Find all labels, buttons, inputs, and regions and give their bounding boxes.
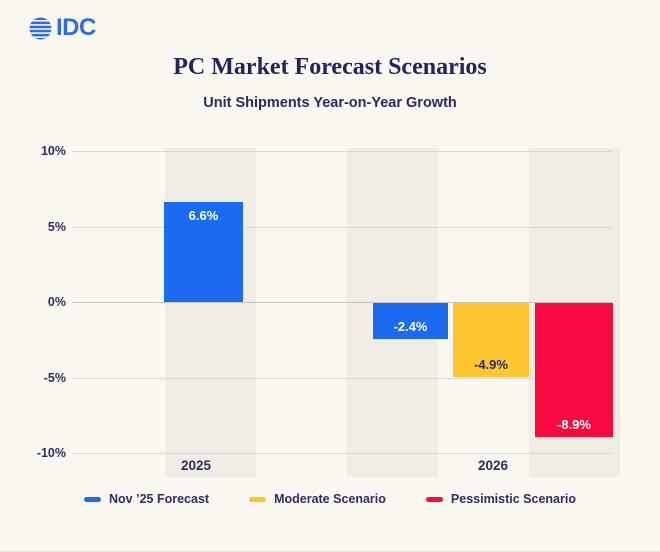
legend-swatch — [425, 496, 443, 502]
plot-area: 10% 5% 0% -5% -10% 6.6% -2.4% -4.9% -8.9% 2025 2… — [0, 130, 660, 490]
bar-2026-pessimistic-scenario: -8.9% — [535, 303, 613, 437]
background-column-stripe — [74, 148, 165, 477]
legend-swatch — [249, 496, 267, 502]
idc-globe-icon — [29, 17, 52, 39]
bar-2026-nov-25-forecast: -2.4% — [373, 303, 448, 339]
bar-value-label: 6.6% — [188, 208, 219, 223]
bar-2026-moderate-scenario: -4.9% — [453, 303, 529, 377]
x-axis-category-label: 2025 — [180, 458, 212, 473]
idc-logo: IDC — [28, 15, 96, 41]
x-axis-category-label: 2026 — [477, 458, 509, 473]
idc-logo-text: IDC — [56, 14, 96, 41]
legend-label: Moderate Scenario — [274, 492, 386, 506]
legend-item-nov25-forecast: Nov ’25 Forecast — [84, 491, 209, 507]
zero-gridline — [72, 302, 612, 303]
y-axis-tick-label: 0% — [47, 295, 66, 309]
bar-value-label: -2.4% — [393, 319, 428, 334]
chart-subtitle: Unit Shipments Year-on-Year Growth — [203, 95, 457, 111]
y-axis-tick-label: 5% — [47, 220, 66, 234]
legend-label: Nov ’25 Forecast — [109, 492, 210, 506]
legend: Nov ’25 Forecast Moderate Scenario Pessi… — [0, 491, 660, 507]
y-axis-tick-label: -10% — [36, 446, 66, 460]
bar-value-label: -8.9% — [557, 417, 591, 432]
chart-title: PC Market Forecast Scenarios — [173, 54, 487, 80]
y-axis-tick-label: -5% — [43, 371, 66, 385]
background-column-stripe — [165, 148, 256, 477]
gridline — [72, 453, 612, 454]
y-axis-tick-label: 10% — [40, 144, 66, 158]
bar-2025-nov-25-forecast: 6.6% — [164, 202, 243, 302]
bar-value-label: -4.9% — [474, 357, 508, 372]
background-column-stripe — [256, 148, 347, 477]
gridline — [72, 227, 612, 228]
gridline — [72, 151, 612, 152]
legend-swatch — [84, 496, 102, 502]
legend-label: Pessimistic Scenario — [450, 492, 576, 506]
legend-item-pessimistic-scenario: Pessimistic Scenario — [425, 491, 576, 507]
gridline — [72, 378, 612, 379]
legend-item-moderate-scenario: Moderate Scenario — [249, 491, 386, 507]
